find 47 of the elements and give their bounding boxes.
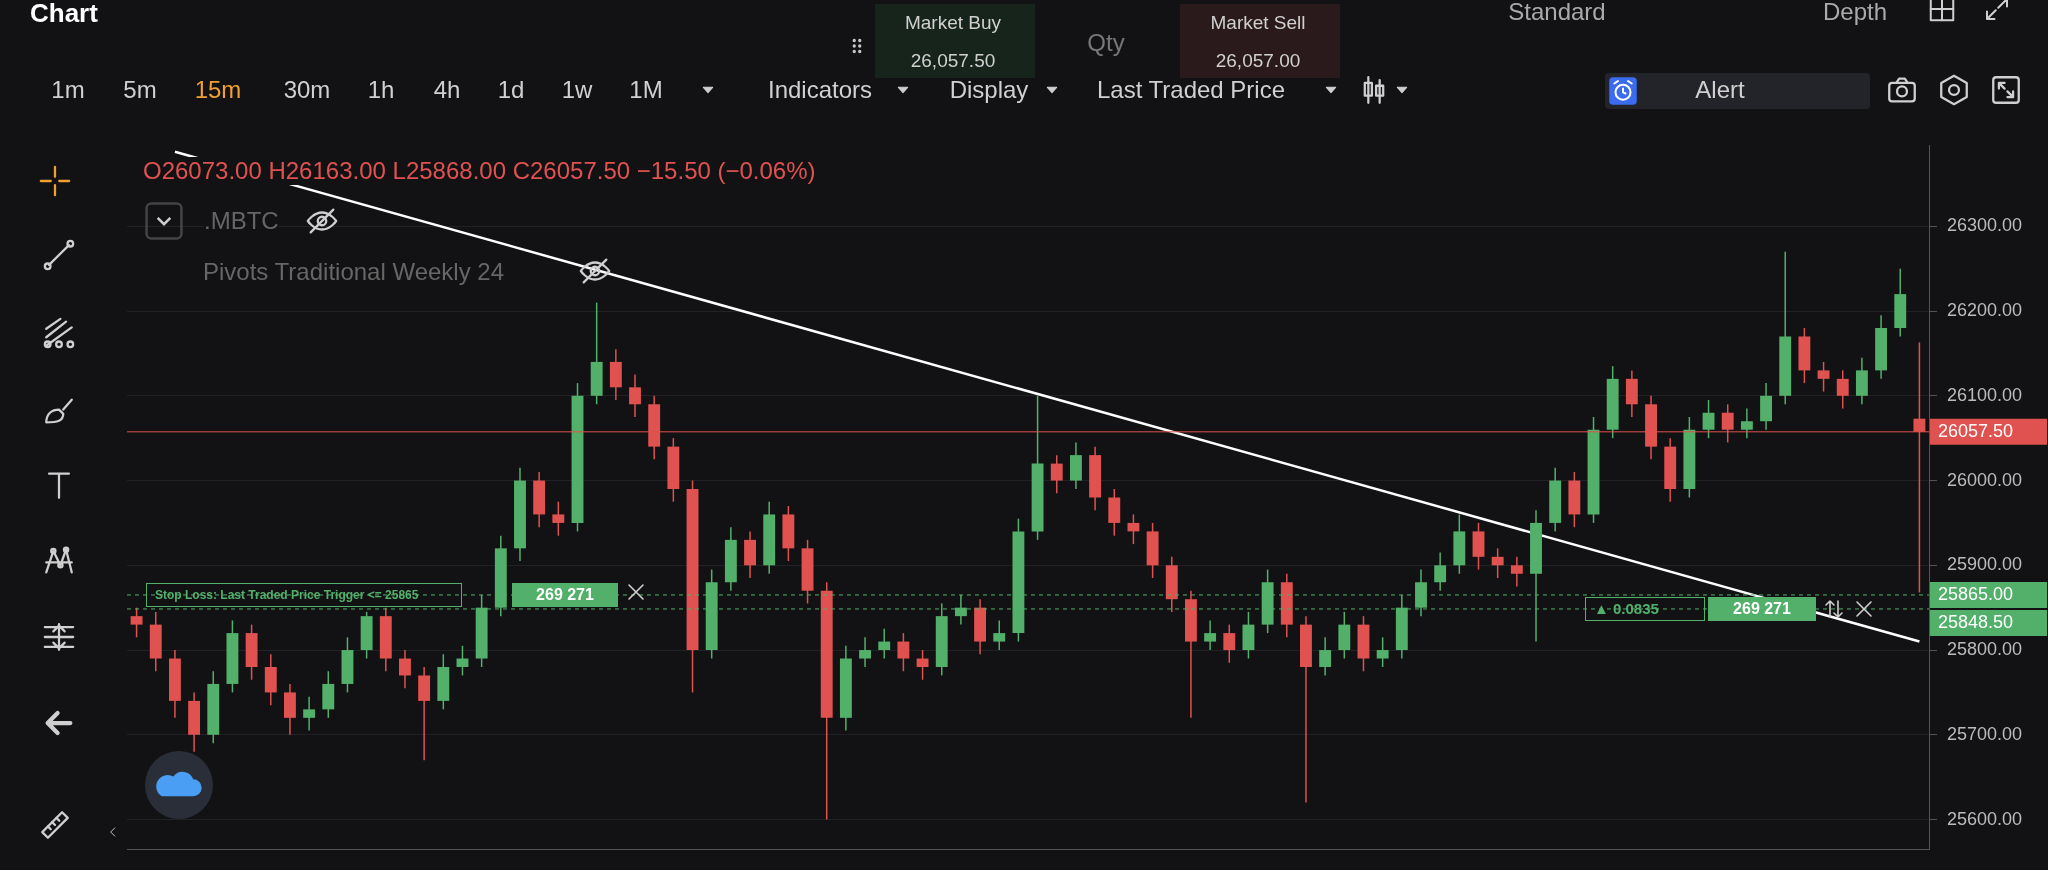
- y-tick-label: 25600.00: [1947, 808, 2023, 829]
- candlestick: [993, 620, 1006, 651]
- ref-line-label: 25848.50: [1938, 611, 2014, 632]
- y-tick-label: 26200.00: [1947, 300, 2023, 321]
- text: 5m: [123, 76, 157, 104]
- annotation: Stop Loss: Last Traded Price Trigger <= 25865: [146, 582, 462, 607]
- y-tick-label: 26100.00: [1947, 384, 2023, 405]
- text: 1m: [51, 76, 85, 104]
- text: Alert: [1695, 76, 1745, 104]
- y-tick-label: 26000.00: [1947, 469, 2023, 490]
- text: 26,057.50: [910, 50, 996, 72]
- text: 1M: [629, 76, 663, 104]
- y-tick-label: 25900.00: [1947, 554, 2023, 575]
- y-tick-label: 26300.00: [1947, 215, 2023, 236]
- annotation: 269 271: [1708, 596, 1816, 621]
- ref-line-label: 25865.00: [1938, 583, 2014, 604]
- text: Market Sell: [1210, 12, 1306, 34]
- text: 30m: [283, 76, 331, 104]
- text: 26,057.00: [1215, 50, 1301, 72]
- text: Qty: [1087, 29, 1125, 57]
- ref-line-label: 26057.50: [1938, 420, 2014, 441]
- chart-title: Chart: [30, 0, 98, 29]
- candlestick: [303, 696, 316, 731]
- text: 1w: [561, 76, 593, 104]
- candlestick: [1204, 620, 1217, 651]
- text: 1h: [367, 76, 395, 104]
- annotation: 269 271: [512, 582, 618, 607]
- candlestick: [859, 637, 871, 667]
- annotation: ▲ 0.0835: [1585, 596, 1705, 621]
- text: Last Traded Price: [1096, 76, 1286, 104]
- annotation: .MBTC: [204, 207, 279, 235]
- candlestick: [418, 666, 431, 761]
- text: 4h: [433, 76, 461, 104]
- text: Display: [949, 76, 1029, 104]
- candlestick: [1510, 556, 1523, 587]
- annotation: O26073.00 H26163.00 L25868.00 C26057.50 −15.50 (−0.06%): [143, 157, 816, 185]
- text: 1d: [497, 76, 525, 104]
- candlestick: [1300, 616, 1312, 803]
- text: 15m: [194, 76, 242, 104]
- text: Standard: [1508, 0, 1606, 26]
- text: Indicators: [767, 76, 873, 104]
- candlestick: [878, 628, 891, 659]
- y-tick-label: 25800.00: [1947, 639, 2023, 660]
- annotation: Pivots Traditional Weekly 24: [203, 258, 505, 286]
- y-tick-label: 25700.00: [1947, 723, 2023, 744]
- text: Market Buy: [904, 12, 1002, 34]
- text: Depth: [1822, 0, 1888, 26]
